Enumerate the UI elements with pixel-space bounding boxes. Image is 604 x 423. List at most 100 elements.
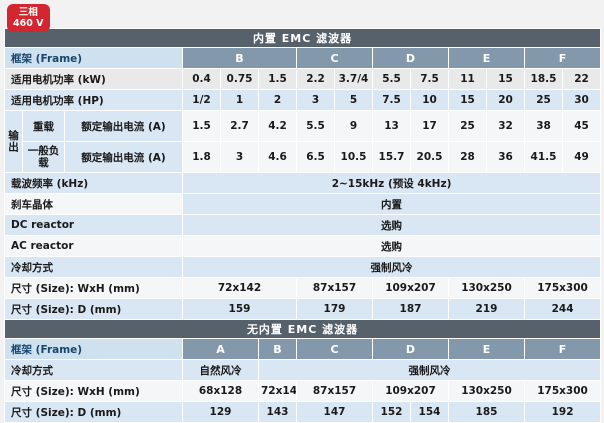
value-cell: 3: [296, 89, 335, 111]
value-cell: 109x207: [372, 380, 449, 402]
value-cell: 185: [448, 401, 525, 423]
row-label: AC reactor: [4, 235, 183, 257]
value-cell: 147: [296, 401, 373, 423]
section-title: 内置 EMC 滤波器: [3, 28, 602, 48]
value-cell: 175x300: [523, 380, 602, 402]
value-cell: 20: [486, 89, 525, 111]
frame-cell-d: D: [372, 338, 449, 360]
value-cell: 11: [448, 68, 487, 90]
frame-cell-b: B: [258, 338, 297, 360]
frame-row-label: 框架 (Frame): [4, 47, 183, 69]
value-cell: 154: [410, 401, 449, 423]
value-cell: 192: [523, 401, 602, 423]
value-cell: 2: [258, 89, 297, 111]
row-label: 尺寸 (Size): D (mm): [4, 401, 183, 423]
value-cell: 25: [524, 89, 563, 111]
normal-duty-current-row: 一般负载 额定输出电流 (A) 1.8 3 4.6 6.5 10.5 15.7 …: [5, 141, 602, 173]
value-cell: 143: [258, 401, 297, 423]
value-cell: 5.5: [372, 68, 411, 90]
value-cell: 10.5: [334, 141, 373, 173]
value-cell: 5: [334, 89, 373, 111]
value-cell: 3: [220, 141, 259, 173]
value-cell: 159: [182, 298, 297, 320]
size-wxh-row: 尺寸 (Size): WxH (mm) 68x128 72x142 87x157…: [4, 380, 602, 402]
row-label: 刹车晶体: [4, 193, 183, 215]
value-cell: 7.5: [372, 89, 411, 111]
merged-value-cell: 选购: [181, 214, 602, 236]
value-cell: 7.5: [410, 68, 449, 90]
merged-value-cell: 强制风冷: [181, 256, 602, 278]
motor-power-hp-row: 适用电机功率 (HP) 1/2 1 2 3 5 7.5 10 15 20 25 …: [4, 89, 602, 111]
vfd-spec-table: 内置 EMC 滤波器 框架 (Frame) B C D E F 适用电机功率 (…: [3, 28, 602, 423]
value-cell: 175x300: [523, 277, 602, 299]
value-cell: 0.4: [182, 68, 221, 90]
value-cell: 152: [372, 401, 411, 423]
cooling-method-row: 冷却方式 强制风冷: [4, 256, 602, 278]
row-label: 尺寸 (Size): WxH (mm): [4, 380, 183, 402]
value-cell: 28: [448, 141, 487, 173]
frame-row: 框架 (Frame) A B C D E F: [4, 338, 602, 360]
value-cell: 4.2: [258, 110, 297, 142]
value-cell: 17: [410, 110, 449, 142]
value-cell: 36: [486, 141, 525, 173]
value-cell: 5.5: [296, 110, 335, 142]
row-label: DC reactor: [4, 214, 183, 236]
row-label: 适用电机功率 (HP): [4, 89, 183, 111]
value-cell: 32: [486, 110, 525, 142]
ac-reactor-row: AC reactor 选购: [4, 235, 602, 257]
value-cell: 38: [524, 110, 563, 142]
frame-cell-f: F: [523, 338, 602, 360]
value-cell: 130x250: [448, 277, 525, 299]
frame-cell-e: E: [448, 47, 525, 69]
cooling-method-row: 冷却方式 自然风冷 强制风冷: [4, 359, 602, 381]
brake-chopper-row: 刹车晶体 内置: [4, 193, 602, 215]
phase-voltage-badge: 三相 460 V: [7, 4, 50, 32]
row-label: 尺寸 (Size): WxH (mm): [4, 277, 183, 299]
dc-reactor-row: DC reactor 选购: [4, 214, 602, 236]
value-cell: 13: [372, 110, 411, 142]
value-cell: 129: [182, 401, 259, 423]
merged-value-cell: 选购: [181, 235, 602, 257]
row-label: 适用电机功率 (kW): [4, 68, 183, 90]
value-cell: 15: [486, 68, 525, 90]
frame-cell-b: B: [182, 47, 297, 69]
value-cell: 72x142: [182, 277, 297, 299]
value-cell: 87x157: [296, 277, 373, 299]
row-label: 载波频率 (kHz): [4, 172, 183, 194]
value-cell: 10: [410, 89, 449, 111]
value-cell: 30: [561, 89, 602, 111]
frame-cell-d: D: [372, 47, 449, 69]
frame-row: 框架 (Frame) B C D E F: [4, 47, 602, 69]
value-cell: 1: [220, 89, 259, 111]
row-label: 冷却方式: [4, 359, 183, 381]
carrier-frequency-row: 载波频率 (kHz) 2~15kHz (预设 4kHz): [4, 172, 602, 194]
value-cell: 244: [523, 298, 602, 320]
value-cell: 2.7: [220, 110, 259, 142]
value-cell: 179: [296, 298, 373, 320]
value-cell: 20.5: [410, 141, 449, 173]
frame-cell-e: E: [448, 338, 525, 360]
size-depth-row: 尺寸 (Size): D (mm) 129 143 147 152 154 18…: [4, 401, 602, 423]
merged-value-cell: 内置: [181, 193, 602, 215]
value-cell: 41.5: [524, 141, 563, 173]
frame-cell-c: C: [296, 47, 373, 69]
value-cell: 1.5: [258, 68, 297, 90]
rated-current-label: 额定输出电流 (A): [64, 141, 183, 173]
value-cell: 25: [448, 110, 487, 142]
voltage-label: 460 V: [13, 18, 44, 29]
value-cell: 1.5: [182, 110, 221, 142]
frame-cell-a: A: [182, 338, 259, 360]
value-cell: 68x128: [182, 380, 259, 402]
row-label: 冷却方式: [4, 256, 183, 278]
value-cell: 72x142: [258, 380, 297, 402]
value-cell: 45: [561, 110, 602, 142]
value-cell: 49: [561, 141, 602, 173]
phase-label: 三相: [18, 7, 38, 18]
value-cell: 15: [448, 89, 487, 111]
frame-cell-f: F: [523, 47, 602, 69]
datasheet-page: { "badge": {"line1": "三相", "line2": "460…: [3, 4, 602, 423]
value-cell: 自然风冷: [182, 359, 259, 381]
value-cell: 219: [448, 298, 525, 320]
section-header-builtin-emc: 内置 EMC 滤波器: [3, 28, 602, 48]
value-cell: 18.5: [524, 68, 563, 90]
